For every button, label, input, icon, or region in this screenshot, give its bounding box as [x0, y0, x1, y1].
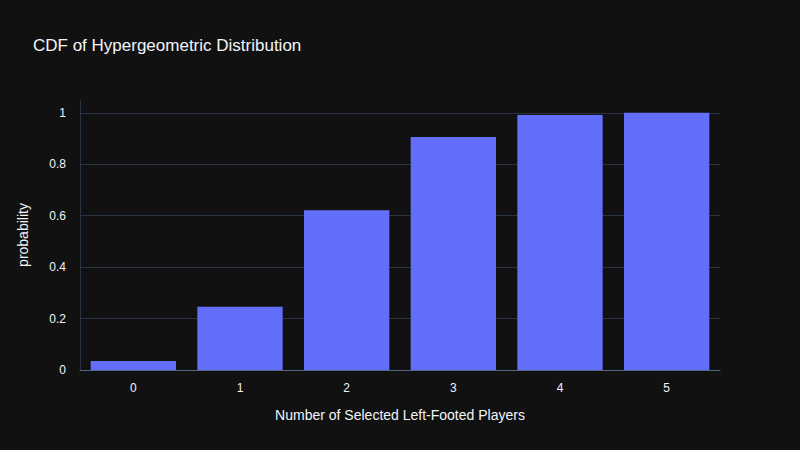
svg-text:0: 0	[59, 363, 66, 377]
svg-text:3: 3	[450, 381, 457, 395]
svg-text:0.4: 0.4	[49, 260, 66, 274]
svg-text:0.2: 0.2	[49, 312, 66, 326]
svg-text:1: 1	[237, 381, 244, 395]
svg-text:5: 5	[663, 381, 670, 395]
svg-text:0.6: 0.6	[49, 209, 66, 223]
svg-text:2: 2	[343, 381, 350, 395]
svg-text:CDF of Hypergeometric Distribu: CDF of Hypergeometric Distribution	[33, 36, 301, 55]
svg-text:probability: probability	[15, 203, 31, 267]
svg-text:Number of Selected Left-Footed: Number of Selected Left-Footed Players	[275, 407, 525, 423]
svg-text:4: 4	[557, 381, 564, 395]
svg-text:0: 0	[130, 381, 137, 395]
svg-text:1: 1	[59, 106, 66, 120]
svg-text:0.8: 0.8	[49, 157, 66, 171]
